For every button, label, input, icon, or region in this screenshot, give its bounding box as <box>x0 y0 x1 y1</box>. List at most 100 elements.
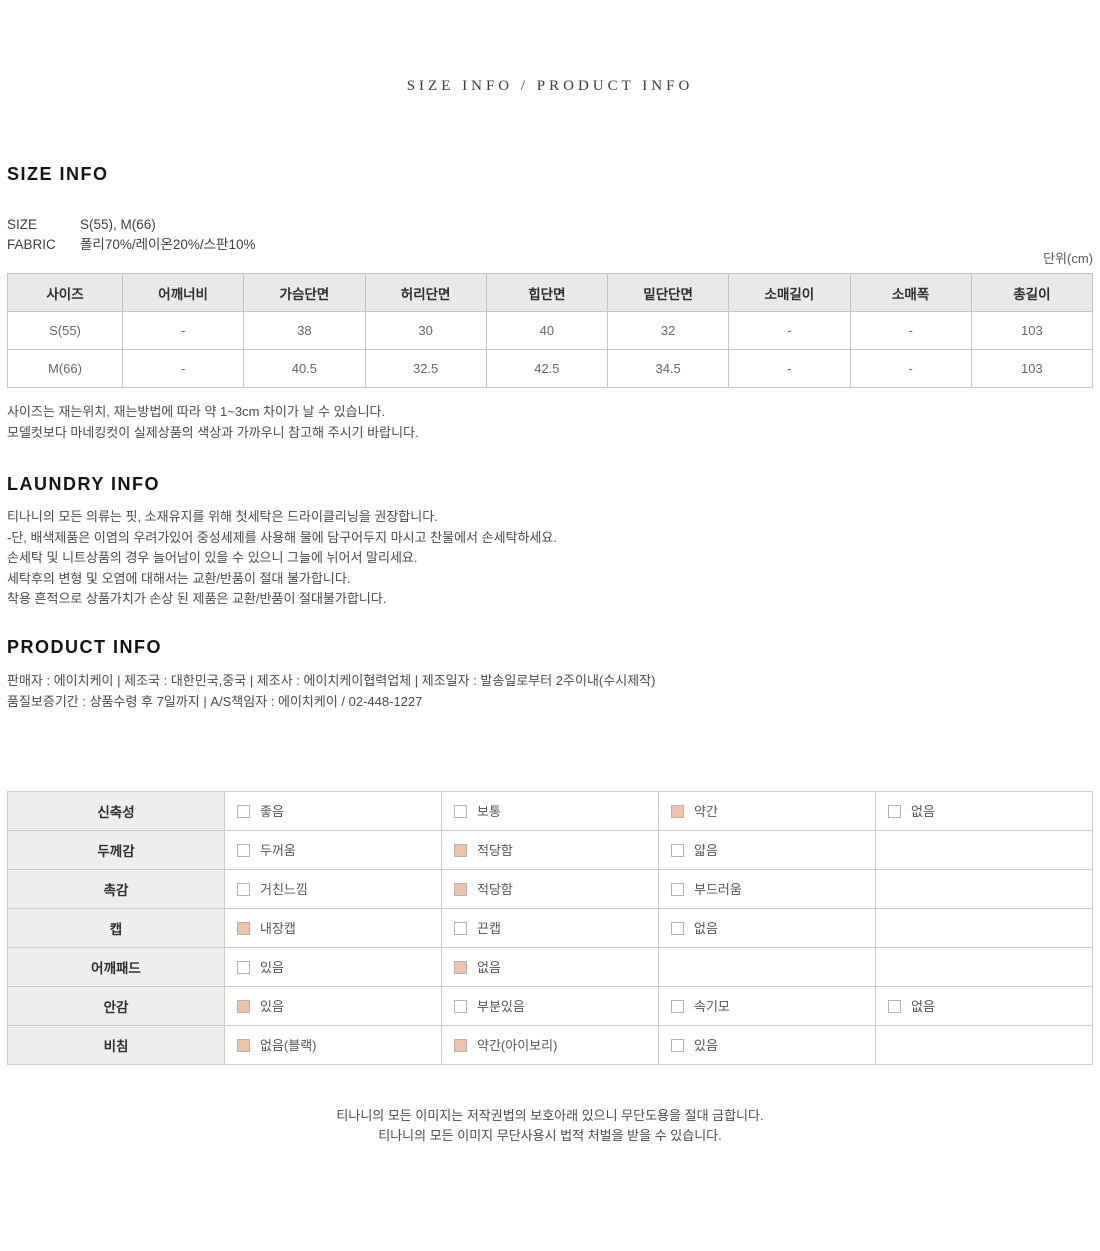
checkbox-checked-icon[interactable] <box>237 1000 250 1013</box>
laundry-lines: 티나니의 모든 의류는 핏, 소재유지를 위해 첫세탁은 드라이클리닝을 권장합… <box>7 507 1093 610</box>
size-table-value-cell: 40.5 <box>243 349 366 388</box>
attribute-option-label: 없음 <box>477 960 501 975</box>
checkbox-unchecked-icon[interactable] <box>454 1000 467 1013</box>
size-table-header-cell: 허리단면 <box>364 273 487 312</box>
size-meta-row: SIZE S(55), M(66) <box>7 215 1093 235</box>
attribute-option-cell: 끈캡 <box>441 907 659 948</box>
attribute-option-label: 약간(아이보리) <box>477 1038 558 1053</box>
size-table-header-row: 사이즈 어깨너비 가슴단면 허리단면 힙단면 밑단단면 소매길이 소매폭 총길이 <box>7 273 1094 312</box>
checkbox-unchecked-icon[interactable] <box>888 805 901 818</box>
checkbox-unchecked-icon[interactable] <box>454 805 467 818</box>
unit-label: 단위(cm) <box>1043 251 1093 266</box>
size-table-value-cell: 32 <box>606 311 730 350</box>
laundry-line: 세탁후의 변형 및 오염에 대해서는 교환/반품이 절대 불가합니다. <box>7 570 351 586</box>
size-table-value-cell: 32.5 <box>364 349 487 388</box>
attribute-option-label: 있음 <box>260 999 284 1014</box>
attribute-row: 촉감 거친느낌 적당함 부드러움 <box>7 868 1093 909</box>
size-table-value-cell: 103 <box>970 311 1094 350</box>
attribute-option-cell <box>875 1024 1093 1065</box>
size-table-value-cell: 34.5 <box>606 349 730 388</box>
attribute-option-label: 적당함 <box>477 882 513 897</box>
attribute-option-cell: 없음 <box>875 790 1093 831</box>
attribute-option-cell: 있음 <box>224 985 442 1026</box>
attribute-table-body: 신축성 좋음 보통 약간 없음 두께감 두꺼움 적당함 얇음 촉감 거친느낌 적당함 부드러움 캡 내장캡 끈… <box>7 790 1093 1065</box>
attribute-row: 어깨패드 있음 없음 <box>7 946 1093 987</box>
checkbox-unchecked-icon[interactable] <box>671 1039 684 1052</box>
checkbox-checked-icon[interactable] <box>237 922 250 935</box>
attribute-option-label: 약간 <box>694 804 718 819</box>
attribute-option-label: 좋음 <box>260 804 284 819</box>
attribute-option-label: 없음 <box>911 999 935 1014</box>
checkbox-unchecked-icon[interactable] <box>888 1000 901 1013</box>
attribute-row: 캡 내장캡 끈캡 없음 <box>7 907 1093 948</box>
checkbox-checked-icon[interactable] <box>454 883 467 896</box>
attribute-option-label: 속기모 <box>694 999 730 1014</box>
size-table-header-cell: 사이즈 <box>7 273 123 312</box>
size-table-value-cell: 38 <box>243 311 366 350</box>
attribute-option-cell: 속기모 <box>658 985 876 1026</box>
attribute-row: 비침 없음(블랙) 약간(아이보리) 있음 <box>7 1024 1093 1065</box>
laundry-line: 착용 흔적으로 상품가치가 손상 된 제품은 교환/반품이 절대불가합니다. <box>7 591 387 606</box>
attribute-option-label: 없음 <box>694 921 718 936</box>
attribute-option-cell: 없음 <box>441 946 659 987</box>
attribute-option-cell: 얇음 <box>658 829 876 870</box>
size-table-value-cell: - <box>728 311 851 350</box>
attribute-option-cell: 부드러움 <box>658 868 876 909</box>
product-lines: 판매자 : 에이치케이 | 제조국 : 대한민국,중국 | 제조사 : 에이치케… <box>7 670 1093 712</box>
checkbox-unchecked-icon[interactable] <box>671 883 684 896</box>
checkbox-checked-icon[interactable] <box>454 844 467 857</box>
size-table-value-cell: - <box>121 349 245 388</box>
checkbox-checked-icon[interactable] <box>671 805 684 818</box>
attribute-option-cell: 두꺼움 <box>224 829 442 870</box>
attribute-option-cell <box>658 946 876 987</box>
attribute-label: 신축성 <box>7 790 225 831</box>
product-line: 판매자 : 에이치케이 | 제조국 : 대한민국,중국 | 제조사 : 에이치케… <box>7 672 656 688</box>
attribute-label: 캡 <box>7 907 225 948</box>
size-notes: 사이즈는 재는위치, 재는방법에 따라 약 1~3cm 차이가 날 수 있습니다… <box>7 401 1093 443</box>
page-title: SIZE INFO / PRODUCT INFO <box>406 78 694 94</box>
attribute-label: 어깨패드 <box>7 946 225 987</box>
size-info-heading: SIZE INFO <box>7 164 109 184</box>
checkbox-unchecked-icon[interactable] <box>237 961 250 974</box>
attribute-option-cell: 내장캡 <box>224 907 442 948</box>
attribute-option-label: 부드러움 <box>694 882 742 897</box>
checkbox-unchecked-icon[interactable] <box>671 922 684 935</box>
attribute-option-cell: 약간 <box>658 790 876 831</box>
size-table-header-cell: 어깨너비 <box>121 273 245 312</box>
checkbox-checked-icon[interactable] <box>237 1039 250 1052</box>
size-table-header-cell: 가슴단면 <box>243 273 366 312</box>
attribute-option-cell: 있음 <box>224 946 442 987</box>
size-meta-value: S(55), M(66) <box>80 217 156 232</box>
size-meta: SIZE S(55), M(66) FABRIC 폴리70%/레이온20%/스판10% <box>7 215 1093 255</box>
checkbox-unchecked-icon[interactable] <box>237 883 250 896</box>
checkbox-unchecked-icon[interactable] <box>237 805 250 818</box>
footer-lines: 티나니의 모든 이미지는 저작권법의 보호아래 있으니 무단도용을 절대 금합니… <box>7 1106 1093 1146</box>
attribute-option-cell: 거친느낌 <box>224 868 442 909</box>
size-table-value-cell: 42.5 <box>485 349 609 388</box>
attribute-option-label: 없음 <box>911 804 935 819</box>
laundry-line: -단, 배색제품은 이염의 우려가있어 중성세제를 사용해 물에 담구어두지 마… <box>7 529 557 545</box>
size-table-size-cell: S(55) <box>7 311 123 350</box>
size-table-value-cell: - <box>121 311 245 350</box>
attribute-option-cell <box>875 907 1093 948</box>
content-area: SIZE INFO SIZE S(55), M(66) FABRIC 폴리70%/레이… <box>0 164 1100 1146</box>
size-table-header-cell: 힙단면 <box>485 273 609 312</box>
checkbox-unchecked-icon[interactable] <box>671 1000 684 1013</box>
checkbox-checked-icon[interactable] <box>454 961 467 974</box>
checkbox-unchecked-icon[interactable] <box>454 922 467 935</box>
laundry-line: 티나니의 모든 의류는 핏, 소재유지를 위해 첫세탁은 드라이클리닝을 권장합… <box>7 509 438 524</box>
checkbox-unchecked-icon[interactable] <box>671 844 684 857</box>
attribute-option-cell: 적당함 <box>441 829 659 870</box>
attribute-option-cell: 없음(블랙) <box>224 1024 442 1065</box>
attribute-option-label: 있음 <box>260 960 284 975</box>
product-info-heading: PRODUCT INFO <box>7 636 162 657</box>
size-table-row: M(66) -40.5 32.5 42.5 34.5- -103 <box>7 349 1094 388</box>
attribute-label: 비침 <box>7 1024 225 1065</box>
size-table-body: S(55) -38 30 40 32- -103 M(66) -40.5 32.5 42.5 34.… <box>7 311 1094 388</box>
checkbox-unchecked-icon[interactable] <box>237 844 250 857</box>
size-table-value-cell: - <box>849 311 972 350</box>
checkbox-checked-icon[interactable] <box>454 1039 467 1052</box>
attribute-option-cell: 없음 <box>875 985 1093 1026</box>
size-table-value-cell: 30 <box>364 311 487 350</box>
size-table-value-cell: 40 <box>485 311 609 350</box>
